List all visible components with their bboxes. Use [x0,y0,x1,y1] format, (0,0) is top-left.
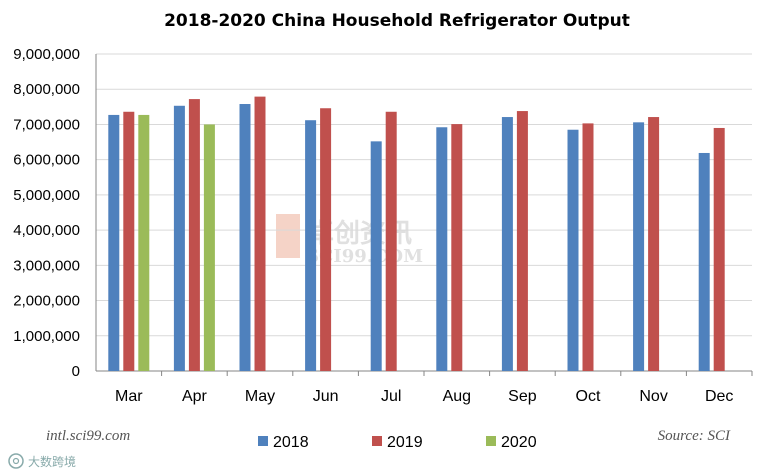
y-tick-label: 3,000,000 [13,257,80,274]
y-tick-label: 7,000,000 [13,116,80,133]
chart-title: 2018-2020 China Household Refrigerator O… [164,11,630,31]
x-tick-label: Sep [508,388,537,405]
legend-label-2020: 2020 [501,434,537,451]
bar-2018-Oct [567,129,579,371]
x-tick-label: Aug [443,388,471,405]
left-note: intl.sci99.com [46,428,130,444]
bar-2018-May [239,104,251,371]
y-tick-label: 4,000,000 [13,222,80,239]
bar-2020-Mar [138,114,150,371]
bar-2019-Oct [582,123,594,371]
bar-2018-Apr [173,105,185,371]
legend-label-2018: 2018 [273,434,309,451]
bar-2019-Sep [516,111,528,371]
y-tick-label: 1,000,000 [13,328,80,345]
source-note: Source: SCI [658,428,731,444]
x-tick-label: Jul [381,388,401,405]
bar-2018-Jul [370,141,382,371]
legend-swatch-2019 [372,436,382,446]
bar-2019-Apr [188,99,200,371]
bar-2018-Mar [108,114,120,371]
legend-swatch-2018 [258,436,268,446]
legend: 2018 2019 2020 [258,434,537,451]
x-tick-label: Mar [115,388,143,405]
x-tick-label: Dec [705,388,733,405]
y-tick-label: 2,000,000 [13,293,80,310]
bars [108,96,725,372]
legend-label-2019: 2019 [387,434,423,451]
x-tick-label: Oct [576,388,601,405]
corner-badge-text: 大数跨境 [28,454,76,469]
bar-2018-Aug [436,127,448,371]
corner-badge: 大数跨境 [8,453,76,469]
x-tick-label: May [245,388,275,405]
bar-2019-Mar [123,111,135,372]
x-tick-label: Nov [639,388,667,405]
bar-2018-Dec [698,152,710,371]
bar-2019-Dec [713,127,725,371]
watermark-logo [276,214,300,258]
bar-2019-Nov [648,117,660,371]
x-tick-label: Jun [313,388,339,405]
y-tick-label: 5,000,000 [13,187,80,204]
legend-swatch-2020 [486,436,496,446]
bar-2018-Nov [633,122,645,371]
bar-2019-Jul [385,111,397,372]
bar-2020-Apr [203,124,215,371]
bar-2019-May [254,96,266,371]
y-tick-label: 9,000,000 [13,46,80,63]
bar-2019-Aug [451,124,463,371]
y-tick-label: 6,000,000 [13,152,80,169]
bar-2019-Jun [320,108,332,372]
watermark: 卓创资讯 SCI99.COM [276,214,423,267]
y-tick-label: 8,000,000 [13,81,80,98]
y-tick-label: 0 [72,363,80,380]
x-tick-label: Apr [182,388,208,405]
bar-2018-Jun [305,120,317,372]
bar-2018-Sep [501,117,513,371]
x-axis: Mar Apr May Jun Jul Aug Sep Oct Nov Dec [115,371,753,405]
at-sign-icon [8,453,24,469]
